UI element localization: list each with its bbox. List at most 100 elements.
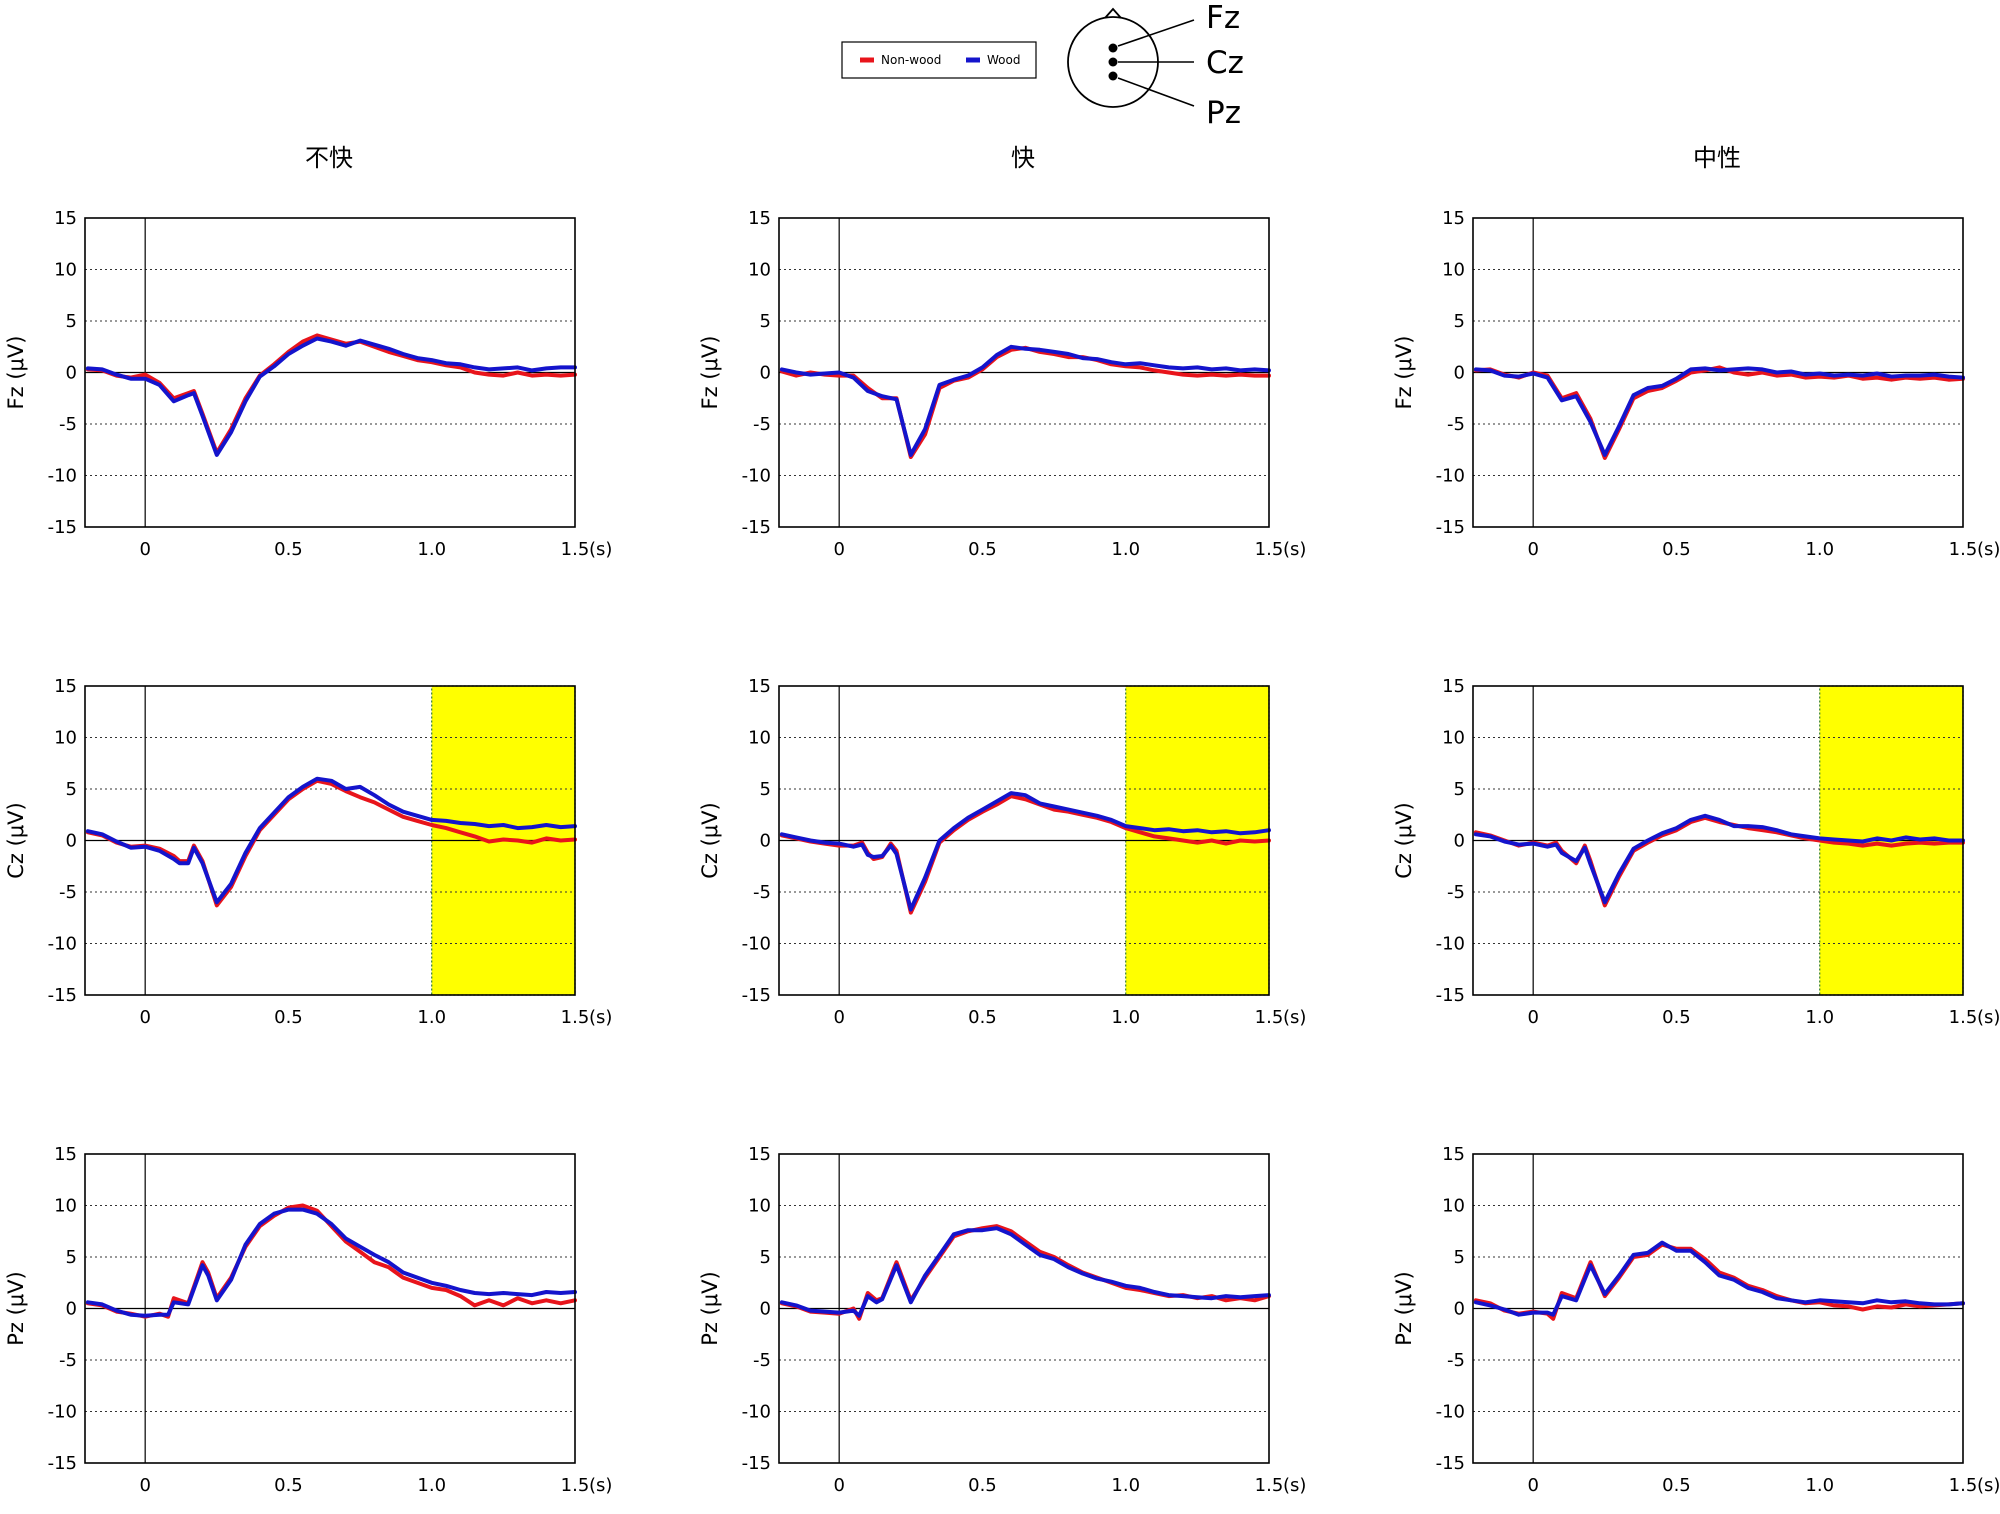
legend-label-non-wood: Non-wood (881, 53, 941, 67)
plot-frame (1472, 217, 1964, 528)
electrode-dot-pz (1108, 71, 1118, 81)
electrode-dot-cz (1108, 57, 1118, 67)
y-tick-label: -10 (48, 466, 77, 487)
y-tick-label: -10 (742, 934, 771, 955)
series-line-wood (779, 1226, 1271, 1318)
y-tick-label: 5 (66, 311, 77, 332)
y-tick-label: -5 (1447, 882, 1465, 903)
y-tick-label: -5 (1447, 1350, 1465, 1371)
x-tick-label: 0.5 (1662, 539, 1691, 560)
x-unit-label: (s) (1283, 1007, 1306, 1028)
plot-frame (84, 1153, 576, 1464)
y-tick-label: 15 (54, 1144, 77, 1165)
series-line-wood (85, 1207, 577, 1318)
y-tick-label: -15 (742, 985, 771, 1006)
x-unit-label: (s) (1977, 1007, 2000, 1028)
x-tick-label: 1.0 (1111, 1475, 1140, 1496)
chart-cz-unpleasant: 15 10 5 0 -5 -10 -15 0 0.5 1.0 1.5 (s) Cz (μV) (4, 676, 612, 1028)
y-tick-label: 10 (748, 728, 771, 749)
y-tick-label: 0 (1454, 363, 1465, 384)
y-axis-label: Fz (μV) (698, 336, 722, 410)
y-tick-label: -15 (48, 517, 77, 538)
series-line-wood (85, 776, 577, 905)
y-axis-label: Cz (μV) (4, 802, 28, 878)
x-tick-label: 1.0 (1111, 539, 1140, 560)
x-tick-label: 0.5 (968, 539, 997, 560)
y-axis-label: Fz (μV) (1392, 336, 1416, 410)
y-tick-label: -5 (753, 1350, 771, 1371)
y-tick-label: -10 (1436, 466, 1465, 487)
series-line-non-wood (779, 1224, 1271, 1321)
y-tick-label: 5 (1454, 1247, 1465, 1268)
x-tick-label: 0.5 (968, 1475, 997, 1496)
series-line-non-wood (779, 345, 1271, 459)
y-tick-label: -15 (742, 517, 771, 538)
y-tick-label: 10 (748, 1196, 771, 1217)
y-tick-label: -10 (1436, 1402, 1465, 1423)
x-unit-label: (s) (1977, 1475, 2000, 1496)
chart-pz-neutral: 15 10 5 0 -5 -10 -15 0 0.5 1.0 1.5 (s) Pz (μV) (1392, 1144, 2000, 1496)
y-tick-label: -10 (742, 466, 771, 487)
x-unit-label: (s) (1283, 539, 1306, 560)
y-tick-label: -10 (1436, 934, 1465, 955)
series-line-wood (1473, 1240, 1965, 1317)
y-tick-label: 0 (760, 831, 771, 852)
y-axis-label: Cz (μV) (1392, 802, 1416, 878)
electrode-label-cz: Cz (1206, 45, 1244, 81)
y-tick-label: -15 (742, 1453, 771, 1474)
y-tick-label: 10 (54, 728, 77, 749)
chart-fz-unpleasant: 15 10 5 0 -5 -10 -15 0 0.5 1.0 1.5 (s) Fz (μV) (4, 208, 612, 560)
y-tick-label: -15 (1436, 1453, 1465, 1474)
plot-frame (84, 217, 576, 528)
x-tick-label: 0 (833, 1475, 844, 1496)
legend-label-wood: Wood (987, 53, 1020, 67)
y-tick-label: -10 (48, 934, 77, 955)
y-tick-label: 5 (760, 1247, 771, 1268)
x-tick-label: 0 (1527, 1007, 1538, 1028)
x-tick-label: 1.5 (561, 539, 590, 560)
plot-frame (84, 685, 576, 996)
x-tick-label: 1.0 (1111, 1007, 1140, 1028)
y-tick-label: -15 (1436, 985, 1465, 1006)
y-tick-label: 0 (760, 363, 771, 384)
y-tick-label: 15 (54, 208, 77, 229)
y-tick-label: 5 (66, 779, 77, 800)
x-tick-label: 0.5 (1662, 1475, 1691, 1496)
y-tick-label: -5 (59, 882, 77, 903)
x-tick-label: 1.5 (1255, 1475, 1284, 1496)
x-tick-label: 1.5 (1255, 539, 1284, 560)
x-tick-label: 1.5 (1949, 539, 1978, 560)
y-tick-label: 0 (66, 363, 77, 384)
x-tick-label: 0.5 (1662, 1007, 1691, 1028)
y-tick-label: 0 (760, 1299, 771, 1320)
y-tick-label: 0 (1454, 1299, 1465, 1320)
y-tick-label: 15 (1442, 208, 1465, 229)
electrode-label-fz: Fz (1206, 0, 1240, 36)
x-tick-label: 1.0 (1805, 1007, 1834, 1028)
x-unit-label: (s) (589, 1007, 612, 1028)
x-tick-label: 1.0 (417, 539, 446, 560)
x-tick-label: 0 (139, 1475, 150, 1496)
plot-frame (778, 217, 1270, 528)
x-tick-label: 0.5 (274, 1007, 303, 1028)
electrode-label-pz: Pz (1206, 95, 1241, 131)
y-axis-label: Pz (μV) (698, 1271, 722, 1345)
series-line-wood (779, 791, 1271, 912)
y-axis-label: Fz (μV) (4, 336, 28, 410)
series-line-wood (779, 344, 1271, 457)
y-tick-label: 0 (66, 1299, 77, 1320)
chart-cz-pleasant: 15 10 5 0 -5 -10 -15 0 0.5 1.0 1.5 (s) Cz (μV) (698, 676, 1306, 1028)
y-tick-label: 10 (1442, 1196, 1465, 1217)
y-tick-label: 0 (66, 831, 77, 852)
y-tick-label: -15 (48, 1453, 77, 1474)
y-tick-label: 10 (54, 1196, 77, 1217)
y-tick-label: 5 (66, 1247, 77, 1268)
y-tick-label: 5 (760, 311, 771, 332)
y-tick-label: 5 (1454, 311, 1465, 332)
legend-box (841, 41, 1037, 79)
series-line-non-wood (85, 333, 577, 455)
x-tick-label: 0 (833, 539, 844, 560)
y-tick-label: 10 (1442, 260, 1465, 281)
